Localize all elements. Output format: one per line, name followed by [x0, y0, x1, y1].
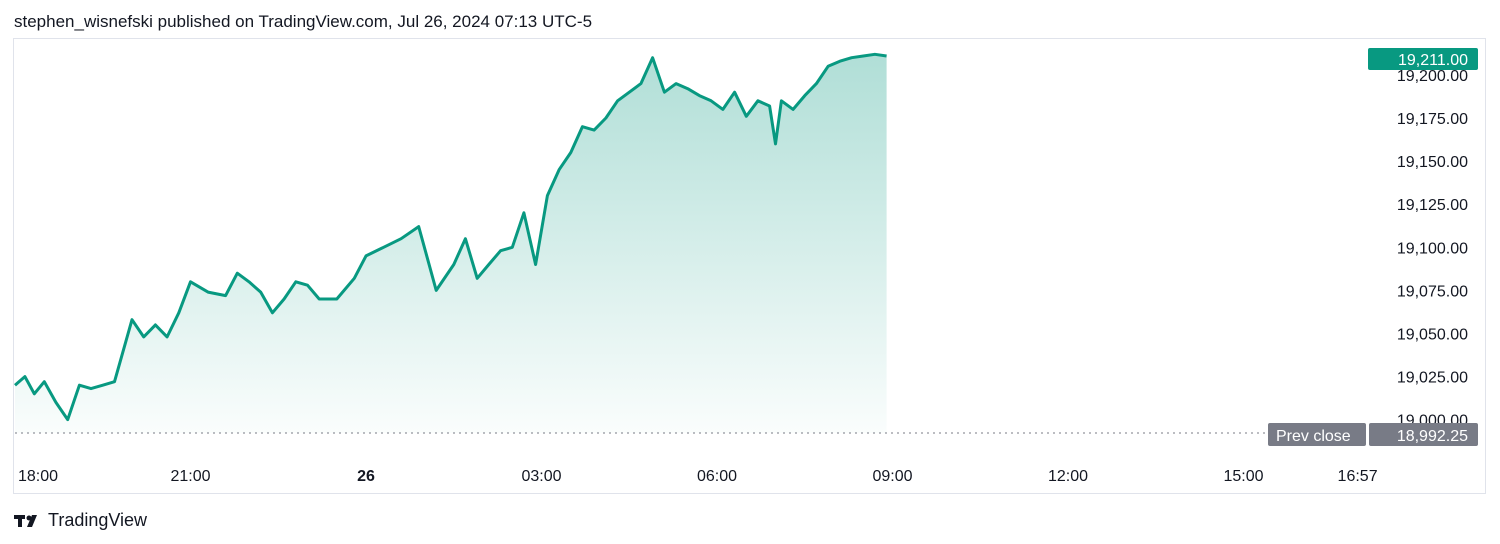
prev-close-label: Prev close — [1276, 428, 1351, 445]
x-tick-label: 09:00 — [872, 468, 912, 485]
y-tick-label: 19,175.00 — [1397, 111, 1468, 128]
price-line-series[interactable] — [14, 52, 887, 422]
x-tick-label: 03:00 — [521, 468, 561, 485]
price-area-fill — [15, 54, 887, 434]
x-tick-label: 26 — [357, 468, 375, 485]
x-tick-label: 15:00 — [1223, 468, 1263, 485]
prev-close-value: 18,992.25 — [1397, 428, 1468, 445]
y-tick-label: 19,075.00 — [1397, 283, 1468, 300]
y-tick-label: 19,100.00 — [1397, 240, 1468, 257]
prev-close-badge: Prev close 18,992.25 — [1268, 423, 1478, 446]
y-tick-label: 19,200.00 — [1397, 68, 1468, 85]
x-axis: 18:00 21:00 26 03:00 06:00 09:00 12:00 15:00 16:… — [18, 468, 1378, 485]
publisher-header: stephen_wisnefski published on TradingVi… — [14, 12, 593, 31]
x-tick-label: 16:57 — [1338, 468, 1378, 485]
x-tick-label: 21:00 — [170, 468, 210, 485]
chart-frame — [13, 38, 1486, 494]
footer-brand: TradingView — [48, 510, 148, 530]
x-tick-label: 06:00 — [697, 468, 737, 485]
footer: TradingView — [14, 510, 147, 531]
x-tick-label: 12:00 — [1048, 468, 1088, 485]
last-price-label: 19,211.00 — [1398, 52, 1468, 69]
x-tick-label: 18:00 — [18, 468, 58, 485]
y-tick-label: 19,025.00 — [1397, 370, 1468, 387]
y-tick-label: 19,125.00 — [1397, 197, 1468, 214]
y-tick-label: 19,150.00 — [1397, 154, 1468, 171]
last-price-badge: 19,211.00 — [1368, 48, 1478, 70]
y-axis: 19,200.00 19,175.00 19,150.00 19,125.00 19,1… — [1397, 68, 1468, 430]
y-tick-label: 19,050.00 — [1397, 326, 1468, 343]
tradingview-logo-icon — [14, 514, 37, 527]
